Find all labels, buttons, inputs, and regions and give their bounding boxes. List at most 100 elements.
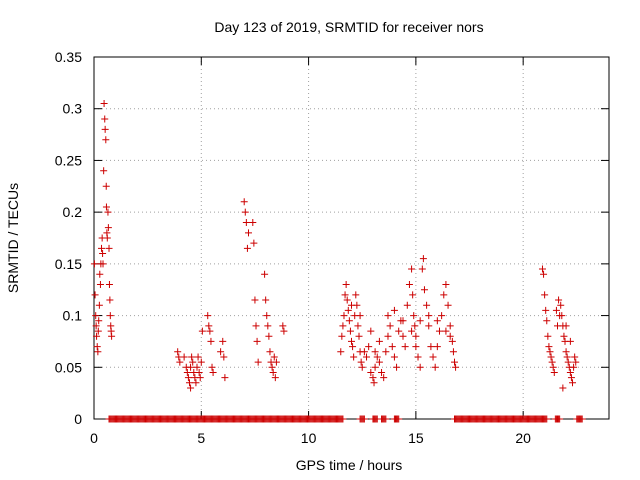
data-point bbox=[262, 296, 270, 304]
data-point bbox=[446, 332, 454, 340]
data-point bbox=[557, 301, 565, 309]
data-point bbox=[363, 353, 371, 361]
data-point bbox=[346, 327, 354, 335]
data-point bbox=[548, 358, 556, 366]
data-point bbox=[399, 317, 407, 325]
data-point bbox=[563, 353, 571, 361]
data-point bbox=[354, 322, 362, 330]
data-point bbox=[206, 327, 214, 335]
data-point bbox=[337, 348, 345, 356]
data-point bbox=[541, 291, 549, 299]
data-point bbox=[279, 322, 287, 330]
x-tick-label: 15 bbox=[408, 430, 424, 446]
data-point bbox=[92, 312, 100, 320]
data-point bbox=[271, 374, 279, 382]
data-point bbox=[405, 281, 413, 289]
x-tick-label: 10 bbox=[301, 430, 317, 446]
data-point bbox=[221, 374, 229, 382]
data-point bbox=[250, 239, 258, 247]
data-point bbox=[90, 260, 98, 268]
data-point bbox=[564, 358, 572, 366]
data-point bbox=[341, 291, 349, 299]
data-point bbox=[555, 296, 563, 304]
data-point bbox=[427, 343, 435, 351]
data-point bbox=[343, 296, 351, 304]
x-tick-label: 5 bbox=[197, 430, 205, 446]
y-tick-label: 0.05 bbox=[55, 359, 82, 375]
data-point bbox=[390, 306, 398, 314]
data-point bbox=[562, 348, 570, 356]
data-point bbox=[390, 353, 398, 361]
zero-data-point bbox=[543, 415, 551, 423]
data-point bbox=[538, 265, 546, 273]
data-point bbox=[106, 312, 114, 320]
data-point bbox=[411, 322, 419, 330]
data-point bbox=[371, 363, 379, 371]
data-point bbox=[198, 327, 206, 335]
data-point bbox=[108, 332, 116, 340]
chart-title: Day 123 of 2019, SRMTID for receiver nor… bbox=[214, 19, 483, 35]
data-point bbox=[183, 368, 191, 376]
data-point bbox=[446, 322, 454, 330]
data-point bbox=[209, 368, 217, 376]
data-point bbox=[393, 363, 401, 371]
data-point bbox=[194, 353, 202, 361]
data-point bbox=[176, 358, 184, 366]
data-point bbox=[184, 374, 192, 382]
data-point bbox=[438, 312, 446, 320]
data-point bbox=[349, 343, 357, 351]
data-point bbox=[101, 115, 109, 123]
data-point bbox=[559, 384, 567, 392]
data-point bbox=[566, 368, 574, 376]
data-point bbox=[93, 343, 101, 351]
y-tick-label: 0 bbox=[74, 411, 82, 427]
data-point bbox=[435, 327, 443, 335]
data-point bbox=[448, 337, 456, 345]
data-point bbox=[91, 291, 99, 299]
data-point bbox=[192, 379, 200, 387]
data-point bbox=[378, 368, 386, 376]
zero-data-point bbox=[578, 415, 586, 423]
data-point bbox=[408, 327, 416, 335]
data-point bbox=[338, 332, 346, 340]
data-point bbox=[545, 343, 553, 351]
data-point bbox=[180, 353, 188, 361]
zero-data-point bbox=[339, 415, 347, 423]
data-point bbox=[416, 317, 424, 325]
y-tick-label: 0.2 bbox=[63, 204, 83, 220]
data-point bbox=[562, 322, 570, 330]
data-point bbox=[449, 348, 457, 356]
data-point bbox=[388, 343, 396, 351]
data-point bbox=[549, 363, 557, 371]
data-point bbox=[96, 270, 104, 278]
y-tick-label: 0.1 bbox=[63, 308, 83, 324]
data-point bbox=[558, 312, 566, 320]
data-points bbox=[90, 100, 586, 423]
data-point bbox=[370, 379, 378, 387]
data-point bbox=[99, 250, 107, 258]
data-point bbox=[102, 182, 110, 190]
zero-data-point bbox=[382, 415, 390, 423]
data-point bbox=[217, 348, 225, 356]
data-point bbox=[196, 374, 204, 382]
zero-data-point bbox=[360, 415, 368, 423]
y-axis-title: SRMTID / TECUs bbox=[5, 183, 21, 293]
data-point bbox=[104, 224, 112, 232]
data-point bbox=[197, 358, 205, 366]
data-point bbox=[420, 286, 428, 294]
data-point bbox=[270, 353, 278, 361]
y-tick-label: 0.3 bbox=[63, 101, 83, 117]
data-point bbox=[242, 218, 250, 226]
data-point bbox=[102, 203, 110, 211]
data-point bbox=[569, 379, 577, 387]
data-point bbox=[542, 306, 550, 314]
data-point bbox=[348, 301, 355, 309]
data-point bbox=[205, 322, 213, 330]
data-point bbox=[425, 322, 433, 330]
data-point bbox=[452, 363, 460, 371]
data-point bbox=[204, 312, 212, 320]
grid-lines bbox=[94, 57, 609, 419]
data-point bbox=[101, 125, 109, 133]
